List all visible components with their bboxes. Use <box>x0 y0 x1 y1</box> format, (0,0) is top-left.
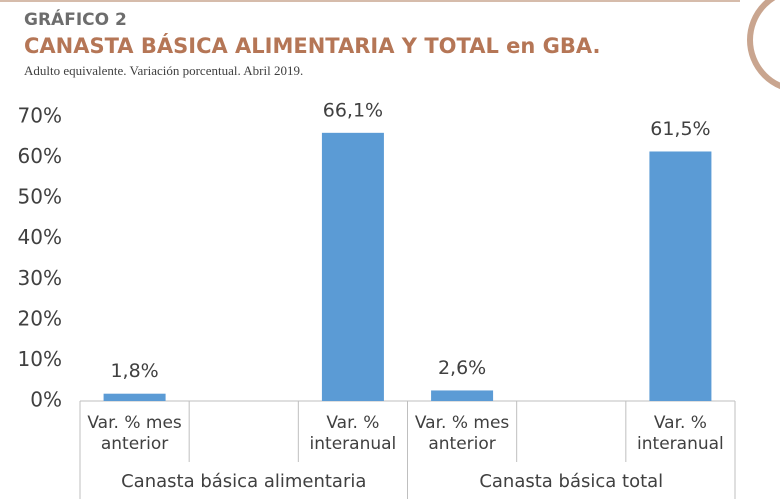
x-category-container: Var. % interanual <box>637 413 724 454</box>
value-label: 1,8% <box>110 360 158 382</box>
y-tick-label: 30% <box>18 266 62 290</box>
bar <box>431 390 494 401</box>
y-tick-label: 60% <box>18 144 62 168</box>
x-tick-label: Var. % mes anterior <box>87 413 182 454</box>
y-tick-label: 40% <box>18 225 62 249</box>
y-tick-label: 20% <box>18 306 62 330</box>
x-category-container: Var. % mes anterior <box>87 413 182 454</box>
bar <box>649 151 712 401</box>
x-tick-label: Var. % interanual <box>309 413 397 454</box>
x-group-label: Canasta básica alimentaria <box>121 471 366 492</box>
value-label: 66,1% <box>323 99 383 121</box>
x-category-container: Var. % mes anterior <box>414 413 510 454</box>
y-tick-label: 0% <box>30 388 62 412</box>
bar <box>321 132 384 401</box>
y-tick-label: 70% <box>18 104 62 128</box>
y-tick-label: 50% <box>18 185 62 209</box>
corner-decoration <box>747 0 780 90</box>
value-label: 2,6% <box>438 357 486 379</box>
x-group-label: Canasta básica total <box>479 471 663 492</box>
x-tick-label: Var. % mes anterior <box>414 413 510 454</box>
x-category-container: Var. % interanual <box>309 413 397 454</box>
chart-title: CANASTA BÁSICA ALIMENTARIA Y TOTAL en GB… <box>24 33 601 58</box>
subtitle: Adulto equivalente. Variación porcentual… <box>24 63 303 78</box>
kicker: GRÁFICO 2 <box>24 8 127 30</box>
value-label: 61,5% <box>650 118 710 140</box>
bar <box>103 393 166 401</box>
x-tick-label: Var. % interanual <box>637 413 724 454</box>
y-tick-label: 10% <box>18 347 62 371</box>
